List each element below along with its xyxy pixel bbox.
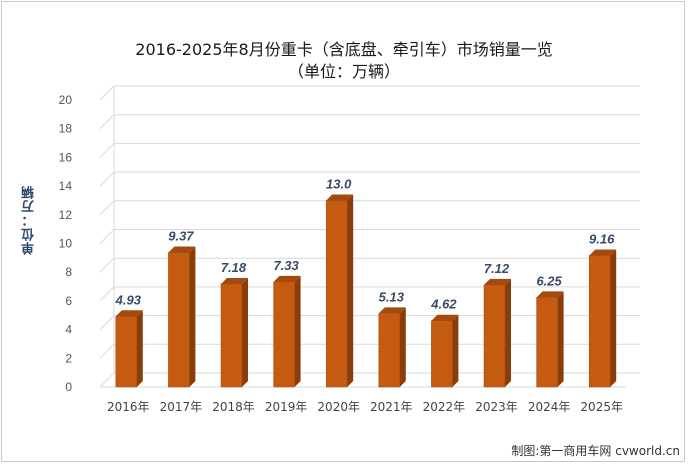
x-tick-label: 2021年 bbox=[370, 400, 413, 414]
bar-top bbox=[273, 275, 301, 282]
data-label: 7.12 bbox=[484, 261, 510, 276]
gridline-depth bbox=[99, 315, 115, 330]
gridline-depth bbox=[99, 372, 115, 388]
gridline-depth bbox=[99, 229, 115, 244]
y-tick-label: 20 bbox=[59, 93, 73, 107]
gridline-depth bbox=[99, 171, 115, 187]
gridline-depth bbox=[99, 257, 115, 273]
bar-side bbox=[399, 307, 406, 387]
x-tick-label: 2022年 bbox=[423, 400, 466, 414]
bar-top bbox=[378, 307, 406, 314]
chart-subtitle: （单位：万辆） bbox=[287, 62, 400, 81]
gridline-depth bbox=[99, 85, 115, 101]
bar-top bbox=[431, 314, 459, 321]
bar bbox=[536, 297, 558, 388]
bar bbox=[325, 200, 348, 388]
x-tick-label: 2025年 bbox=[580, 400, 623, 414]
bar bbox=[168, 252, 190, 388]
y-tick-label: 0 bbox=[65, 380, 72, 394]
chart-title: 2016-2025年8月份重卡（含底盘、牵引车）市场销量一览 bbox=[135, 40, 553, 59]
source-credit: 制图:第一商用车网 cvworld.cn bbox=[511, 444, 680, 458]
bar-top bbox=[589, 249, 617, 256]
bar bbox=[220, 283, 243, 388]
y-tick-label: 14 bbox=[59, 179, 73, 193]
x-tick-label: 2017年 bbox=[160, 400, 203, 414]
x-tick-label: 2023年 bbox=[475, 400, 518, 414]
bar-top bbox=[484, 278, 511, 285]
bar-side bbox=[294, 275, 301, 387]
data-label: 7.18 bbox=[221, 260, 247, 275]
gridline-depth bbox=[99, 286, 115, 302]
bar-top bbox=[536, 291, 564, 298]
bar-top bbox=[168, 246, 196, 253]
bar-side bbox=[347, 194, 354, 387]
bar bbox=[588, 255, 611, 388]
data-label: 9.37 bbox=[168, 229, 194, 244]
y-tick-label: 6 bbox=[65, 294, 72, 308]
bar-top bbox=[115, 310, 143, 317]
bar bbox=[431, 320, 453, 388]
bar-top bbox=[221, 277, 248, 284]
bar bbox=[273, 281, 295, 388]
gridline-depth bbox=[99, 143, 115, 158]
x-tick-label: 2019年 bbox=[265, 400, 308, 414]
x-tick-label: 2018年 bbox=[212, 400, 255, 414]
gridline-depth bbox=[99, 343, 115, 359]
y-tick-label: 16 bbox=[59, 150, 73, 164]
x-tick-label: 2024年 bbox=[528, 400, 571, 414]
bar-side bbox=[505, 278, 511, 387]
data-label: 4.93 bbox=[115, 292, 142, 307]
bar-side bbox=[452, 314, 459, 387]
y-tick-label: 2 bbox=[65, 351, 72, 365]
data-label: 13.0 bbox=[326, 176, 352, 191]
bar-top bbox=[326, 194, 354, 201]
y-tick-label: 12 bbox=[59, 208, 73, 222]
y-tick-label: 4 bbox=[65, 323, 72, 337]
x-tick-label: 2016年 bbox=[107, 400, 150, 414]
gridline-depth bbox=[99, 200, 115, 216]
bar bbox=[115, 316, 138, 388]
data-label: 9.16 bbox=[589, 232, 615, 247]
data-label: 6.25 bbox=[536, 273, 562, 288]
data-label: 5.13 bbox=[379, 289, 405, 304]
x-tick-label: 2020年 bbox=[317, 400, 360, 414]
y-tick-label: 18 bbox=[59, 122, 73, 136]
y-tick-label: 8 bbox=[65, 265, 72, 279]
data-label: 7.33 bbox=[273, 258, 299, 273]
bar-side bbox=[189, 246, 196, 387]
bar-side bbox=[242, 277, 248, 387]
data-label: 4.62 bbox=[430, 297, 457, 312]
bar bbox=[378, 313, 401, 388]
bar-side bbox=[136, 310, 143, 387]
gridline-depth bbox=[99, 114, 115, 130]
bar-side bbox=[610, 249, 617, 387]
bar bbox=[483, 284, 506, 388]
y-tick-label: 10 bbox=[59, 237, 73, 251]
bar-side bbox=[557, 291, 564, 387]
